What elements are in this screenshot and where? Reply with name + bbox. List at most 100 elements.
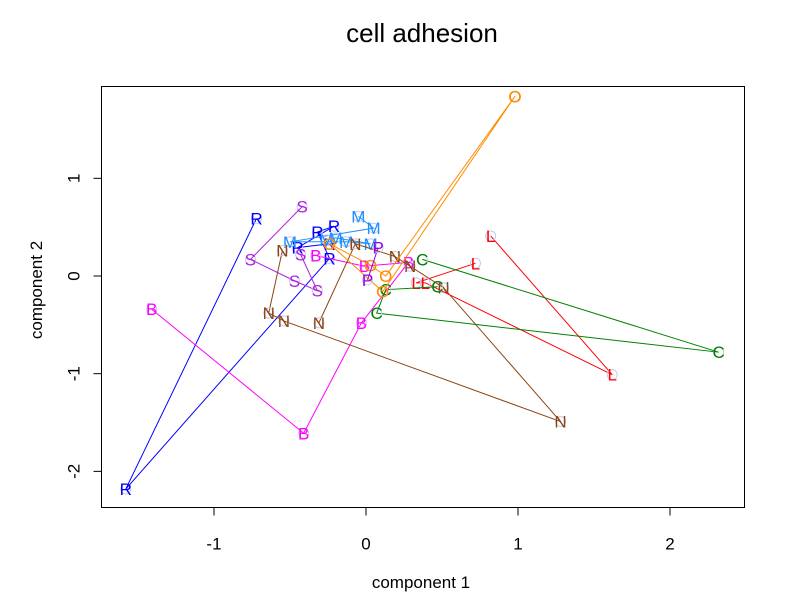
point-marker	[244, 253, 256, 265]
point-label: S	[289, 272, 300, 291]
point-marker	[377, 286, 389, 298]
point-marker	[328, 220, 340, 232]
point-label: M	[329, 229, 343, 248]
point-marker	[310, 249, 322, 261]
point-label: N	[404, 257, 416, 276]
series-P: PP	[362, 239, 384, 290]
point-marker	[276, 245, 288, 257]
point-label: S	[312, 282, 323, 301]
point-marker	[606, 369, 618, 381]
point-marker	[320, 234, 332, 246]
point-marker	[368, 222, 380, 234]
point-label: R	[120, 480, 132, 499]
point-marker	[358, 260, 370, 272]
point-label: P	[372, 239, 383, 258]
point-label: N	[554, 413, 566, 432]
point-marker	[438, 282, 450, 294]
point-label: N	[276, 242, 288, 261]
x-tick-label: 1	[513, 535, 522, 554]
series-line	[375, 258, 719, 353]
y-tick-label: 0	[65, 271, 84, 280]
point-marker	[509, 90, 521, 102]
x-axis-label: component 1	[372, 573, 470, 592]
point-marker	[555, 416, 567, 428]
chart-title: cell adhesion	[346, 18, 498, 48]
point-marker	[311, 285, 323, 297]
point-label: O	[323, 235, 336, 254]
point-label: N	[263, 304, 275, 323]
point-marker	[431, 281, 443, 293]
point-marker	[263, 307, 275, 319]
series-line	[249, 206, 319, 292]
point-label: S	[245, 250, 256, 269]
point-marker	[362, 274, 374, 286]
point-label: R	[250, 209, 262, 228]
point-label: S	[295, 246, 306, 265]
point-label: N	[313, 314, 325, 333]
point-marker	[349, 238, 361, 250]
x-tick-label: -1	[206, 535, 221, 554]
point-label: N	[278, 312, 290, 331]
point-label: C	[370, 304, 382, 323]
point-label: N	[349, 235, 361, 254]
point-label: O	[376, 283, 389, 302]
point-marker	[713, 346, 725, 358]
series-line	[367, 247, 379, 281]
y-axis: -2 -1 0 1	[65, 174, 102, 479]
series-line	[416, 235, 613, 376]
x-tick-label: 2	[665, 535, 674, 554]
point-label: B	[403, 253, 414, 272]
point-marker	[380, 270, 392, 282]
point-label: M	[339, 233, 353, 252]
plot-frame	[101, 86, 745, 508]
point-label: P	[362, 271, 373, 290]
point-label: M	[367, 219, 381, 238]
point-label: C	[431, 278, 443, 297]
point-marker	[146, 303, 158, 315]
point-marker	[469, 257, 481, 269]
point-label: B	[298, 424, 309, 443]
point-marker	[251, 212, 263, 224]
series-B: B B B B B B	[146, 246, 414, 443]
point-label: L	[486, 227, 495, 246]
point-label: B	[356, 314, 367, 333]
point-marker	[278, 315, 290, 327]
point-marker	[355, 317, 367, 329]
point-marker	[295, 249, 307, 261]
point-marker	[292, 242, 304, 254]
point-label: B	[359, 257, 370, 276]
point-marker	[371, 307, 383, 319]
point-marker	[485, 230, 497, 242]
point-label: L	[608, 366, 617, 385]
point-marker	[352, 210, 364, 222]
point-marker	[324, 252, 336, 264]
point-marker	[404, 260, 416, 272]
point-label: O	[508, 87, 521, 106]
x-axis: -1 0 1 2	[206, 507, 675, 554]
y-axis-label: component 2	[27, 241, 46, 339]
point-marker	[289, 275, 301, 287]
point-label: R	[328, 217, 340, 236]
point-marker	[296, 201, 308, 213]
point-marker	[284, 236, 296, 248]
point-label: C	[380, 281, 392, 300]
point-label: L	[421, 274, 430, 293]
series-line	[125, 218, 335, 490]
point-label: O	[379, 267, 392, 286]
series-line	[268, 243, 561, 423]
point-marker	[298, 427, 310, 439]
point-label: B	[146, 300, 157, 319]
point-marker	[372, 242, 384, 254]
point-marker	[313, 317, 325, 329]
y-tick-label: -2	[65, 464, 84, 479]
point-label: L	[471, 254, 480, 273]
point-label: B	[310, 246, 321, 265]
